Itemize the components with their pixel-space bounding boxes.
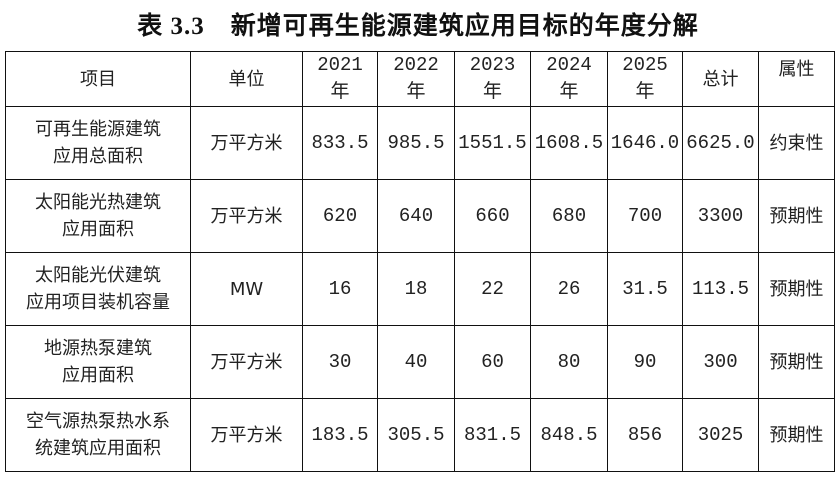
item-cell: 可再生能源建筑 应用总面积 [5, 106, 191, 180]
attribute-cell: 预期性 [758, 252, 835, 326]
value-cell: 1608.5 [530, 106, 608, 180]
column-header: 2025 年 [607, 51, 683, 107]
value-cell: 660 [454, 179, 531, 253]
item-label-line: 可再生能源建筑 [35, 119, 161, 140]
value-cell: 305.5 [377, 398, 455, 472]
targets-table: 项目 单位 2021 年 2022 年 2023 年 2024 年 2025 年总计 属性 可… [5, 51, 835, 472]
unit-cell: MW [190, 252, 303, 326]
item-label-line: 地源热泵建筑 [44, 338, 152, 359]
item-label-line: 应用项目装机容量 [26, 292, 170, 313]
value-cell: 620 [302, 179, 378, 253]
attribute-cell: 预期性 [758, 325, 835, 399]
table-row: 地源热泵建筑 应用面积 万平方米 30 40 60 80 90 300 预期性 [5, 325, 835, 399]
unit-cell: 万平方米 [190, 106, 303, 180]
value-cell: 18 [377, 252, 455, 326]
value-cell: 30 [302, 325, 378, 399]
item-label-line: 太阳能光热建筑 [35, 192, 161, 213]
value-cell: 300 [682, 325, 759, 399]
unit-cell: 万平方米 [190, 398, 303, 472]
value-cell: 700 [607, 179, 683, 253]
value-cell: 3025 [682, 398, 759, 472]
unit-cell: 万平方米 [190, 325, 303, 399]
value-cell: 1551.5 [454, 106, 531, 180]
item-label-line: 应用总面积 [53, 146, 143, 167]
attribute-cell: 预期性 [758, 398, 835, 472]
column-header: 2023 年 [454, 51, 531, 107]
item-label-line: 应用面积 [62, 365, 134, 386]
item-label-line: 统建筑应用面积 [35, 438, 161, 459]
column-header: 单位 [190, 51, 303, 107]
column-header: 2022 年 [377, 51, 455, 107]
value-cell: 16 [302, 252, 378, 326]
item-cell: 地源热泵建筑 应用面积 [5, 325, 191, 399]
table-row: 太阳能光热建筑 应用面积 万平方米 620 640 660 680 700 3300 预期性 [5, 179, 835, 253]
item-cell: 太阳能光热建筑 应用面积 [5, 179, 191, 253]
value-cell: 22 [454, 252, 531, 326]
table-title: 新增可再生能源建筑应用目标的年度分解 [230, 11, 699, 40]
value-cell: 40 [377, 325, 455, 399]
item-cell: 空气源热泵热水系 统建筑应用面积 [5, 398, 191, 472]
unit-cell: 万平方米 [190, 179, 303, 253]
item-label-line: 应用面积 [62, 219, 134, 240]
value-cell: 831.5 [454, 398, 531, 472]
value-cell: 680 [530, 179, 608, 253]
value-cell: 848.5 [530, 398, 608, 472]
table-caption: 表 3.3 新增可再生能源建筑应用目标的年度分解 [0, 6, 836, 42]
value-cell: 31.5 [607, 252, 683, 326]
column-header: 属性 [758, 51, 835, 107]
value-cell: 183.5 [302, 398, 378, 472]
column-header: 2024 年 [530, 51, 608, 107]
value-cell: 3300 [682, 179, 759, 253]
attribute-cell: 约束性 [758, 106, 835, 180]
value-cell: 80 [530, 325, 608, 399]
table-number: 表 3.3 [137, 13, 205, 40]
column-header: 2021 年 [302, 51, 378, 107]
header-row: 项目 单位 2021 年 2022 年 2023 年 2024 年 2025 年总计 属性 [5, 51, 835, 107]
value-cell: 985.5 [377, 106, 455, 180]
value-cell: 90 [607, 325, 683, 399]
value-cell: 856 [607, 398, 683, 472]
table-row: 可再生能源建筑 应用总面积 万平方米 833.5 985.5 1551.5 1608.5 16… [5, 106, 835, 180]
item-cell: 太阳能光伏建筑 应用项目装机容量 [5, 252, 191, 326]
value-cell: 6625.0 [682, 106, 759, 180]
value-cell: 60 [454, 325, 531, 399]
column-header: 项目 [5, 51, 191, 107]
value-cell: 640 [377, 179, 455, 253]
value-cell: 833.5 [302, 106, 378, 180]
item-label-line: 空气源热泵热水系 [26, 411, 170, 432]
value-cell: 1646.0 [607, 106, 683, 180]
column-header: 总计 [682, 51, 759, 107]
table-row: 太阳能光伏建筑 应用项目装机容量 MW 16 18 22 26 31.5 113.5 预期性 [5, 252, 835, 326]
attribute-cell: 预期性 [758, 179, 835, 253]
table-row: 空气源热泵热水系 统建筑应用面积 万平方米 183.5 305.5 831.5 848.5 8… [5, 398, 835, 472]
value-cell: 26 [530, 252, 608, 326]
item-label-line: 太阳能光伏建筑 [35, 265, 161, 286]
value-cell: 113.5 [682, 252, 759, 326]
